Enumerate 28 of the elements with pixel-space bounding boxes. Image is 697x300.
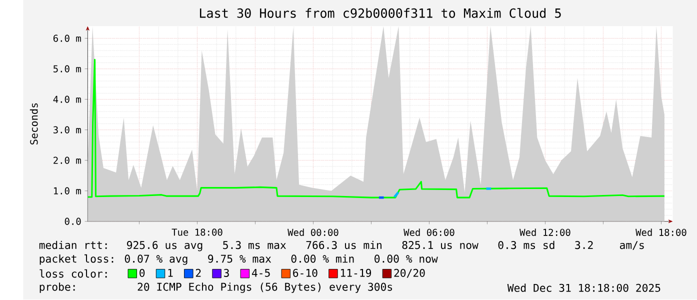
legend-title: loss color: [40, 270, 107, 278]
legend-label: 4-5 [252, 269, 270, 278]
text: packet loss: 0.07 % avg 9.75 % max 0.00 % min 0.00 % now [40, 254, 438, 266]
y-axis-title: Seconds [30, 104, 38, 145]
y-tick-label: 0.0 [64, 218, 81, 226]
legend-label: 3 [224, 269, 229, 278]
line-series [88, 59, 666, 199]
x-tick-label: Tue 18:00 [172, 228, 222, 236]
text: median rtt: 925.6 us avg 5.3 ms max 766.3 us min 825.1 us now 0.3 ms sd 3.2 am/s [39, 240, 644, 252]
y-tick-label: 4.0 m [53, 96, 81, 104]
x-tick-label: Wed 00:00 [288, 228, 338, 236]
y-tick-label: 3.0 m [54, 126, 81, 134]
y-tick-label: 5.0 m [54, 65, 81, 73]
y-tick-label: 2.0 m [54, 156, 81, 164]
x-tick-label: Wed 06:00 [404, 228, 454, 236]
chart-title: Last 30 Hours from c92b0000f311 to Maxim Cloud 5 [200, 8, 561, 18]
legend-label: 1 [168, 269, 173, 277]
legend-label: 11-19 [341, 269, 372, 278]
x-tick-label: Wed 12:00 [520, 228, 570, 236]
legend-label: 20/20 [394, 269, 425, 278]
y-tick-label: 6.0 m [53, 34, 81, 42]
text: Wed Dec 31 18:18:00 2025 [507, 284, 660, 292]
legend-label: 2 [196, 269, 201, 277]
legend-label: 6-10 [293, 269, 318, 278]
x-tick-label: Wed 18:00 [636, 228, 686, 236]
legend-label: 0 [140, 269, 145, 278]
text: probe: 20 ICMP Echo Pings (56 Bytes) every 300s [40, 282, 392, 294]
y-tick-label: 1.0 m [54, 187, 81, 195]
